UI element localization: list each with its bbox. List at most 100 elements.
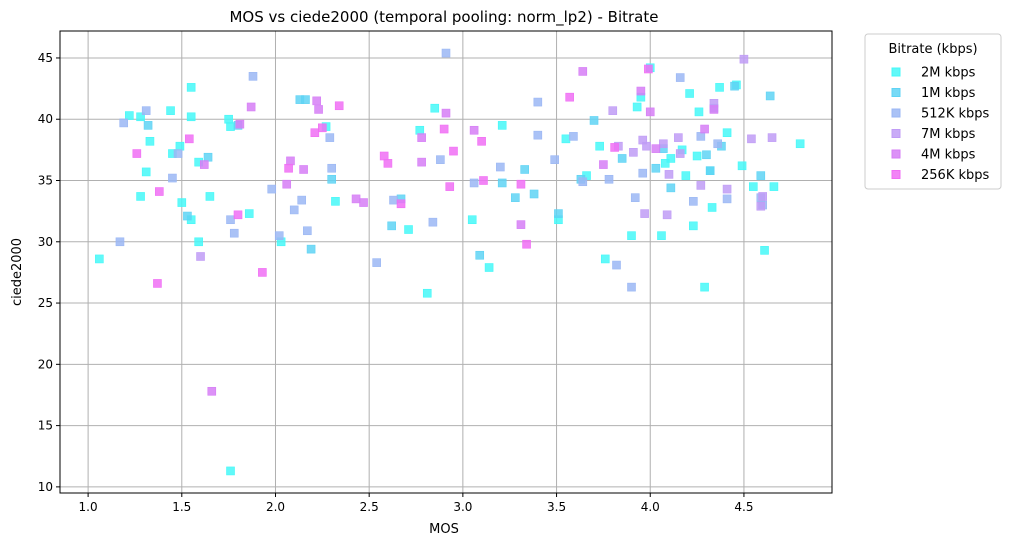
y-tick-label: 40 [38, 112, 53, 126]
data-point [387, 221, 396, 231]
series-512k-kbps [115, 48, 767, 292]
legend-label: 1M kbps [921, 86, 976, 101]
data-point [235, 119, 245, 129]
legend-label: 7M kbps [921, 127, 976, 142]
data-point [289, 205, 299, 215]
data-point [404, 225, 413, 234]
data-point [226, 215, 235, 225]
data-point [715, 83, 724, 92]
data-point [334, 101, 344, 111]
data-point [331, 197, 340, 206]
data-point [175, 141, 185, 151]
data-point [155, 187, 164, 196]
data-point [795, 139, 805, 149]
data-point [224, 114, 233, 124]
data-point [644, 64, 653, 74]
data-point [229, 228, 239, 238]
data-point [168, 173, 177, 183]
legend-marker [891, 170, 901, 179]
data-point [282, 179, 292, 189]
data-point [709, 105, 719, 114]
data-point [145, 136, 155, 146]
y-tick-label: 35 [38, 174, 53, 188]
data-point [267, 184, 277, 194]
y-ticks: 10 15 20 25 30 35 40 45 [38, 51, 60, 494]
data-point [617, 154, 627, 163]
legend-marker [891, 149, 901, 159]
data-point [143, 121, 153, 130]
data-point [565, 92, 574, 102]
legend-label: 2M kbps [921, 66, 976, 81]
data-point [428, 217, 438, 227]
data-point [186, 112, 196, 122]
data-point [205, 192, 215, 201]
x-tick-label: 3.5 [547, 500, 566, 514]
data-point [477, 136, 486, 146]
data-point [379, 151, 389, 161]
data-point [533, 97, 543, 107]
data-point [700, 282, 709, 292]
markers [95, 48, 805, 476]
data-point [186, 83, 196, 92]
y-tick-label: 45 [38, 51, 53, 65]
data-point [286, 156, 295, 166]
data-point [246, 102, 256, 112]
data-point [469, 125, 479, 135]
legend-marker [891, 108, 901, 118]
data-point [359, 198, 368, 207]
data-point [578, 177, 588, 187]
data-point [226, 122, 235, 131]
data-point [327, 163, 336, 173]
data-point [660, 159, 670, 168]
data-point [627, 231, 636, 240]
data-point [767, 133, 777, 142]
data-point [756, 201, 766, 211]
data-point [533, 130, 543, 140]
data-point [199, 160, 209, 169]
data-point [445, 182, 455, 191]
data-point [314, 105, 323, 114]
data-point [550, 155, 559, 164]
data-point [578, 67, 588, 76]
data-point [417, 157, 426, 167]
data-point [184, 134, 194, 144]
series-256k-kbps [132, 64, 653, 288]
data-point [196, 252, 205, 261]
data-point [325, 133, 335, 142]
data-point [183, 211, 192, 221]
data-point [730, 81, 739, 91]
data-point [95, 254, 104, 264]
data-point [747, 134, 756, 144]
legend-marker [891, 88, 901, 97]
data-point [696, 132, 706, 141]
y-tick-label: 10 [38, 480, 53, 494]
data-point [516, 220, 526, 229]
data-point [441, 108, 451, 118]
data-point [640, 209, 649, 218]
x-tick-label: 4.5 [734, 500, 753, 514]
data-point [497, 121, 507, 130]
data-point [627, 282, 636, 292]
data-point [662, 210, 672, 220]
chart-title: MOS vs ciede2000 (temporal pooling: norm… [229, 8, 658, 27]
data-point [608, 106, 618, 115]
data-point [651, 163, 661, 173]
data-point [696, 181, 706, 190]
data-point [636, 86, 646, 96]
data-point [274, 231, 284, 240]
data-point [244, 209, 254, 218]
legend-title: Bitrate (kbps) [888, 42, 977, 57]
y-tick-label: 15 [38, 419, 53, 433]
x-tick-label: 1.5 [172, 500, 191, 514]
data-point [177, 198, 187, 207]
data-point [674, 133, 683, 142]
data-point [258, 268, 267, 277]
data-point [136, 192, 145, 201]
x-axis-label: MOS [429, 522, 459, 537]
data-point [760, 246, 769, 255]
data-point [685, 89, 694, 98]
x-tick-label: 2.0 [266, 500, 285, 514]
data-point [675, 73, 685, 82]
data-point [226, 466, 235, 476]
